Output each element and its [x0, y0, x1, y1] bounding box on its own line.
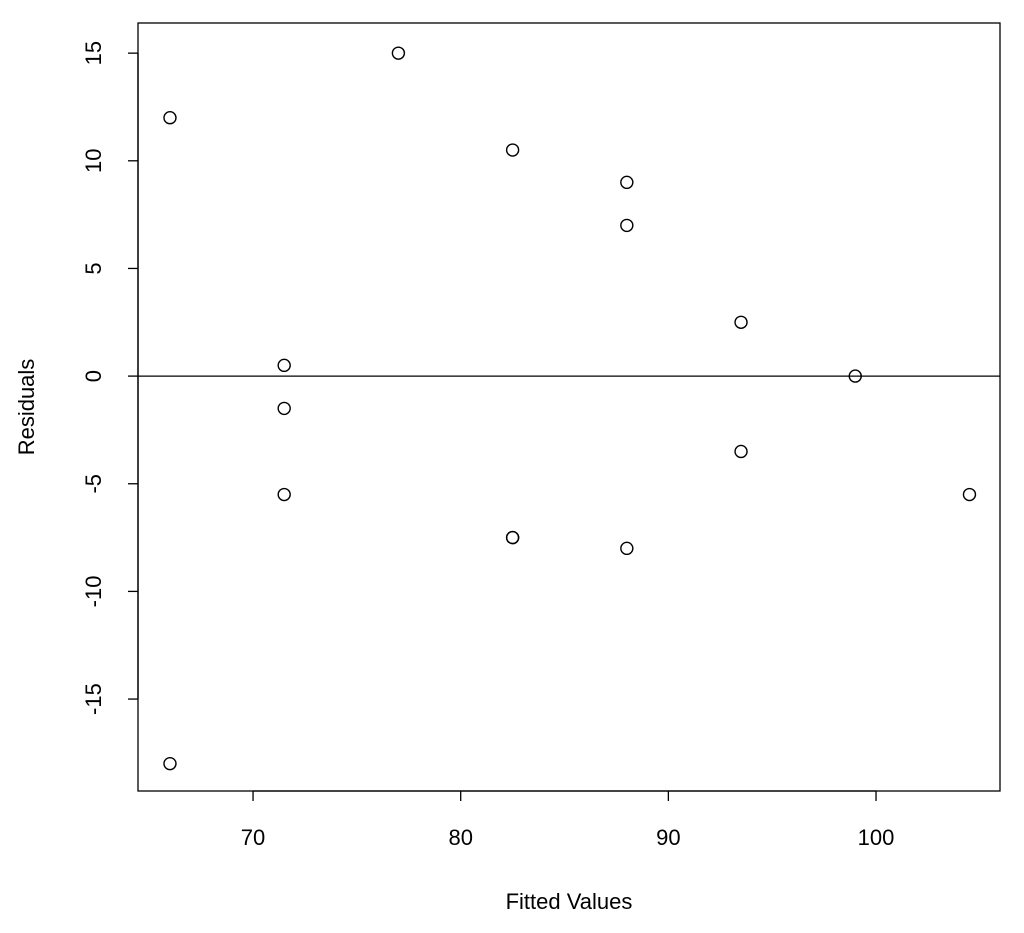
point: [163, 756, 177, 771]
y-tick-label: -10: [81, 576, 106, 608]
x-tick-label: 70: [241, 825, 265, 850]
point: [277, 358, 291, 373]
point: [848, 369, 862, 383]
x-tick-label: 90: [656, 825, 680, 850]
y-tick-label: -5: [81, 474, 106, 494]
y-tick-label: 5: [81, 262, 106, 274]
point: [734, 444, 748, 459]
point: [962, 487, 977, 502]
x-tick-label: 80: [448, 825, 472, 850]
x-axis-label: Fitted Values: [506, 889, 633, 914]
y-tick-label: -15: [81, 683, 106, 715]
point: [277, 401, 291, 416]
point: [505, 530, 520, 545]
point: [391, 46, 406, 60]
plot-box: [137, 22, 1001, 792]
point: [163, 111, 177, 125]
y-tick-label: 0: [81, 370, 106, 382]
y-axis-label: Residuals: [14, 359, 39, 456]
point: [734, 315, 748, 329]
point: [620, 541, 634, 556]
y-tick-label: 10: [81, 149, 106, 173]
point: [620, 175, 634, 190]
x-tick-label: 100: [858, 825, 895, 850]
point: [277, 487, 291, 502]
y-tick-label: 15: [81, 41, 106, 65]
point: [505, 143, 520, 157]
point: [620, 218, 634, 233]
